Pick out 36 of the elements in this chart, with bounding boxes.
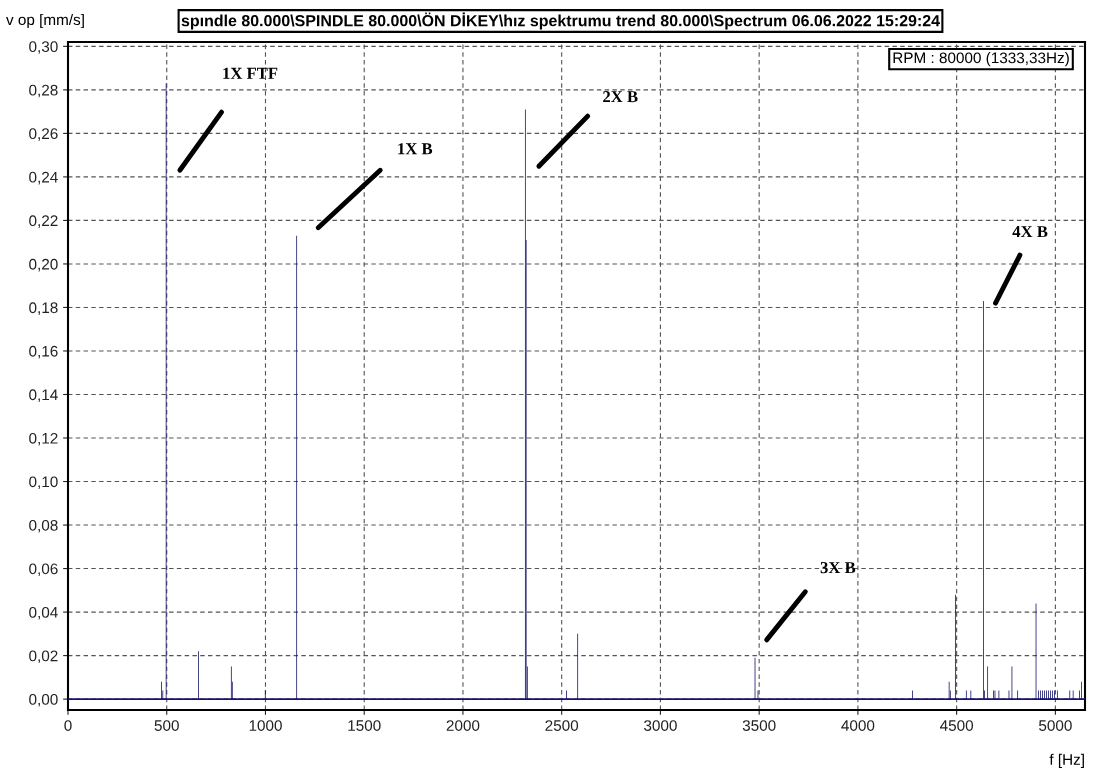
y-tick-label: 0,14 [29,389,58,402]
y-tick-label: 0,22 [29,215,58,228]
y-tick-label: 0,30 [29,41,58,54]
x-tick-label: 0 [64,720,72,731]
y-tick-label: 0,00 [29,693,58,707]
x-tick-label: 3500 [742,720,776,731]
annotation: 1X FTF [223,67,278,79]
x-tick-label: 5000 [1039,720,1072,731]
y-tick-label: 0,12 [29,432,58,446]
y-tick-label: 0,20 [29,258,58,272]
x-tick-label: 1000 [249,720,282,731]
annotation: 2X B [603,91,638,103]
y-tick-label: 0,16 [29,345,58,359]
x-axis-title: f [Hz] [1049,753,1084,768]
y-axis-title: v op [mm/s] [6,13,84,29]
x-tick-label: 3000 [644,720,677,731]
y-tick-label: 0,04 [29,606,58,620]
y-tick-label: 0,10 [29,476,58,490]
x-tick-label: 2500 [545,720,579,731]
x-tick-label: 4500 [940,720,974,731]
y-tick-label: 0,08 [29,519,58,533]
y-tick-label: 0,06 [29,563,58,577]
annotation: RPM : 80000 (1333,33Hz) [893,52,1069,67]
y-tick-label: 0,18 [29,302,58,315]
annotation: 4X B [1012,226,1048,238]
y-tick-label: 0,28 [29,84,58,98]
chart-title: spındle 80.000\SPINDLE 80.000\ÖN DİKEY\hız spektrumu trend 80.000\Spectrum 06.06.2022 15:29:24 [181,12,940,30]
x-tick-label: 1500 [348,720,381,731]
annotation: 1X B [398,143,433,155]
x-tick-label: 500 [154,720,179,731]
y-tick-label: 0,24 [29,171,58,185]
y-tick-label: 0,26 [29,128,58,141]
x-tick-label: 2000 [446,720,480,731]
annotation: 3X B [820,562,856,574]
x-tick-label: 4000 [841,720,875,731]
y-tick-label: 0,02 [29,650,58,664]
